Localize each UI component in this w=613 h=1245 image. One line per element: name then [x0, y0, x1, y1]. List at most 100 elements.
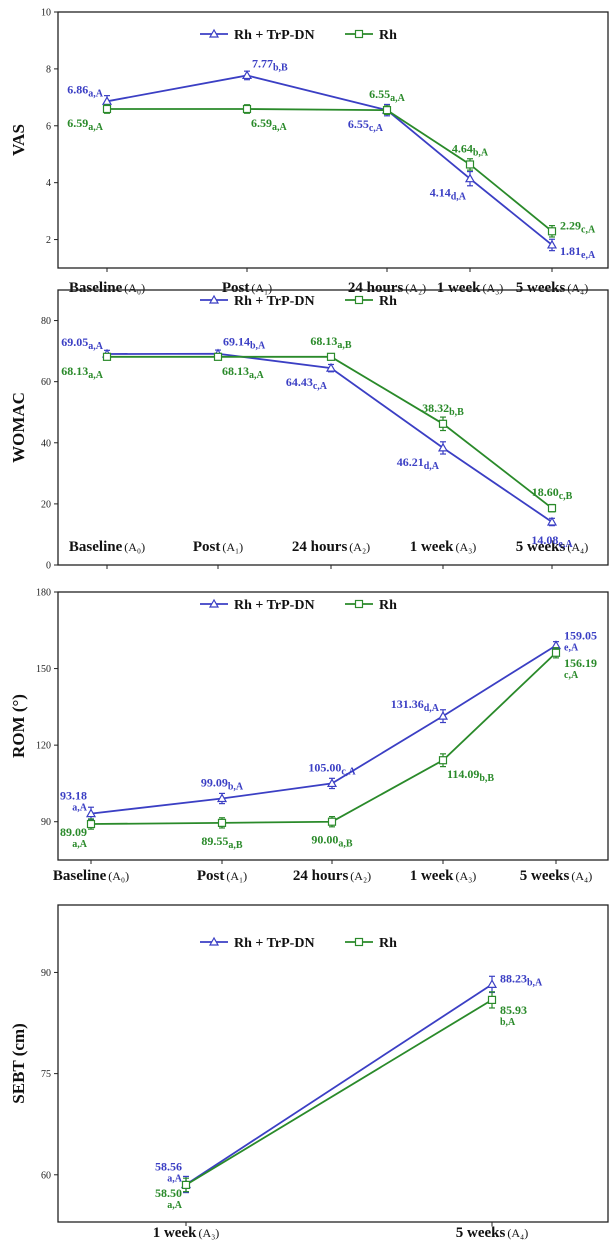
data-point-triangle	[325, 362, 337, 372]
series-line-1	[106, 74, 553, 246]
chart-panel-4: 60 75 90 SEBT (cm) 1 week (A₃) 5 weeks (A₄) 58.5…	[9, 904, 609, 1241]
x-tick-label: 1 week (A₃)	[153, 1225, 220, 1241]
data-label: 14.08e,A	[531, 533, 573, 550]
data-label: 58.56 a,A	[155, 1159, 183, 1184]
data-label: 6.59a,A	[251, 116, 288, 133]
data-label: 105.00c,A	[308, 760, 356, 777]
data-label: 114.09b,B	[447, 767, 494, 784]
legend-square-icon	[354, 29, 364, 39]
y-tick-label: 20	[41, 499, 51, 510]
plot-frame	[57, 904, 609, 1223]
plot-frame	[57, 289, 609, 566]
y-tick-label: 6	[46, 121, 51, 132]
data-label: 131.36d,A	[391, 697, 440, 714]
data-point-triangle	[546, 239, 558, 249]
legend-triangle-icon	[208, 294, 220, 304]
x-tick-label: Post (A₁)	[197, 868, 247, 884]
legend-triangle-icon	[208, 598, 220, 608]
legend-label: Rh + TrP-DN	[234, 294, 315, 309]
data-point-triangle	[486, 979, 498, 988]
y-tick-label: 80	[41, 316, 51, 327]
data-label: 89.09 a,A	[60, 825, 88, 850]
data-point-square	[438, 419, 448, 428]
x-tick-label: 1 week (A₃)	[410, 539, 477, 555]
data-label: 88.23b,A	[500, 971, 543, 988]
data-point-square	[242, 104, 252, 114]
data-label: 90.00a,B	[311, 833, 353, 850]
x-tick-label: Post (A₁)	[222, 280, 272, 296]
series-line-2	[90, 652, 557, 825]
x-tick-label: 5 weeks (A₄)	[456, 1225, 528, 1241]
legend-label: Rh + TrP-DN	[234, 598, 315, 613]
legend-label: Rh	[379, 936, 397, 951]
data-label: 7.77b,B	[252, 56, 288, 73]
data-label: 6.55a,A	[369, 87, 406, 104]
legend: Rh + TrP-DN Rh	[200, 598, 397, 613]
data-label: 93.18 a,A	[60, 789, 88, 814]
data-point-square	[102, 104, 112, 114]
data-point-triangle	[216, 793, 228, 803]
data-point-square	[327, 817, 337, 826]
data-label: 2.29c,A	[560, 218, 596, 235]
data-point-square	[217, 818, 227, 827]
series-line-2	[107, 355, 553, 509]
chart-panel-1: 2 4 6 8 10 VAS Baseline (A₀) Post (A₁) 24 hours (A₂…	[9, 8, 609, 296]
y-axis-label: SEBT (cm)	[9, 1023, 28, 1103]
data-label: 46.21d,A	[397, 455, 440, 472]
series-line-1	[106, 352, 553, 523]
data-label: 69.05a,A	[61, 335, 104, 352]
data-point-triangle	[464, 173, 476, 183]
data-label: 68.13a,A	[222, 364, 265, 381]
y-axis-label: ROM (°)	[9, 694, 28, 758]
data-point-square	[438, 756, 448, 765]
data-label: 38.32b,B	[422, 401, 464, 418]
series-line-2	[185, 999, 493, 1186]
y-tick-label: 40	[41, 438, 51, 449]
legend-triangle-icon	[208, 936, 220, 946]
chart-panel-2: 0 20 40 60 80 WOMAC Baseline (A₀) Post (A₁) 24 hou…	[9, 289, 609, 572]
data-label: 18.60c,B	[532, 485, 573, 502]
legend: Rh + TrP-DN Rh	[200, 936, 397, 951]
data-label: 6.86a,A	[67, 82, 104, 99]
data-label: 64.43c,A	[286, 375, 328, 392]
legend-triangle-icon	[208, 28, 220, 38]
data-point-square	[86, 819, 96, 829]
y-tick-label: 75	[41, 1069, 51, 1080]
y-axis-label: WOMAC	[9, 392, 28, 463]
data-point-square	[551, 648, 561, 657]
data-point-square	[465, 160, 475, 169]
x-tick-label: 1 week (A₃)	[410, 868, 477, 884]
legend-square-icon	[354, 599, 364, 609]
data-label: 1.81e,A	[560, 244, 596, 261]
data-point-square	[487, 995, 497, 1004]
y-tick-label: 60	[41, 1170, 51, 1181]
y-tick-label: 60	[41, 377, 51, 388]
x-tick-label: 24 hours (A₂)	[293, 868, 371, 884]
data-label: 99.09b,A	[201, 776, 244, 793]
legend-label: Rh	[379, 598, 397, 613]
y-tick-label: 2	[46, 235, 51, 246]
legend-square-icon	[354, 295, 364, 305]
data-point-triangle	[437, 442, 449, 452]
data-point-square	[382, 106, 392, 115]
y-tick-label: 8	[46, 64, 51, 75]
y-tick-label: 180	[36, 588, 51, 599]
data-label: 58.50 a,A	[155, 1186, 183, 1211]
y-tick-label: 90	[41, 817, 51, 828]
series-line-1	[90, 644, 557, 815]
chart-panel-3: 90 120 150 180 ROM (°) Baseline (A₀) Post (A₁) 24…	[9, 588, 609, 884]
data-point-triangle	[241, 70, 253, 80]
data-point-square	[547, 227, 557, 236]
data-point-square	[213, 352, 223, 361]
data-point-triangle	[326, 778, 338, 788]
x-tick-label: Post (A₁)	[193, 539, 243, 555]
data-point-square	[326, 352, 336, 361]
x-tick-label: 24 hours (A₂)	[292, 539, 370, 555]
data-label: 4.64b,A	[452, 141, 489, 158]
series-line-2	[107, 108, 553, 233]
y-tick-label: 120	[36, 741, 51, 752]
legend-label: Rh	[379, 28, 397, 43]
legend-label: Rh + TrP-DN	[234, 28, 315, 43]
legend-label: Rh + TrP-DN	[234, 936, 315, 951]
